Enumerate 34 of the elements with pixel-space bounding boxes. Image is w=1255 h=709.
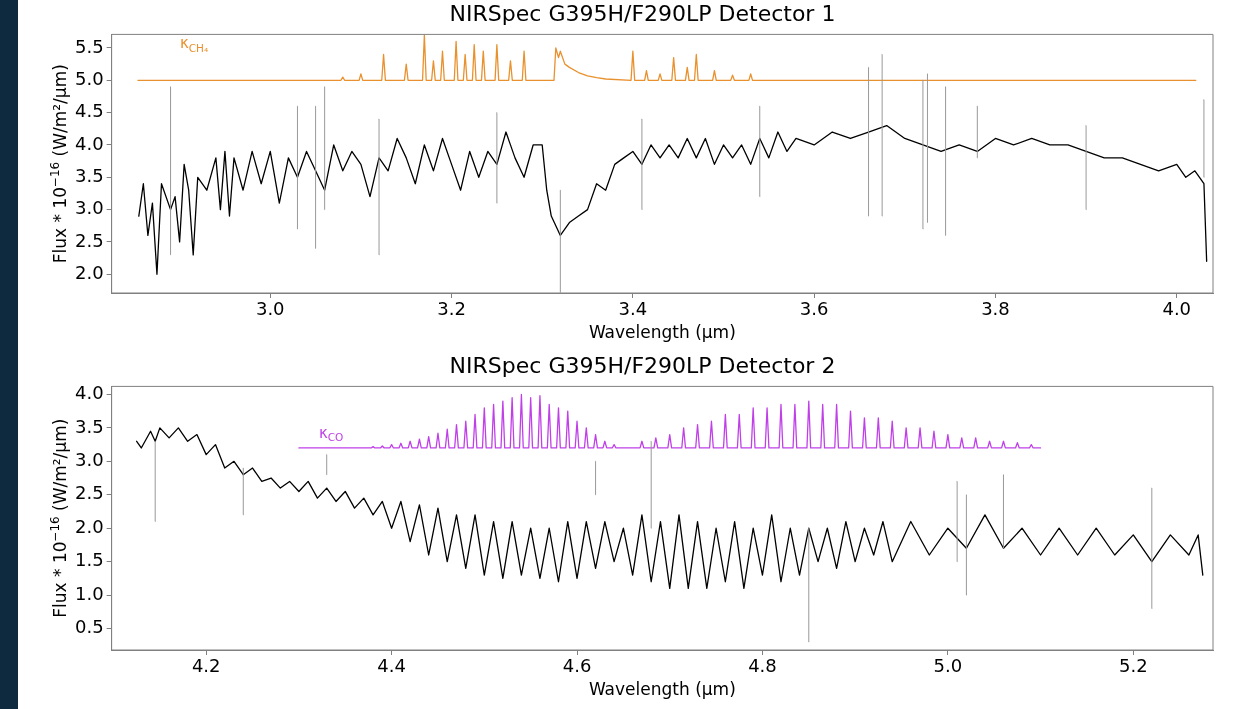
y-tick-label: 1.0 bbox=[74, 582, 104, 604]
x-tick-label: 3.8 bbox=[981, 298, 1010, 320]
y-tick-label: 0.5 bbox=[74, 616, 104, 638]
y-axis-title: Flux * 10−16 (W/m²/μm) bbox=[48, 64, 71, 264]
y-tick-label: 3.5 bbox=[74, 415, 104, 437]
x-tick-label: 4.6 bbox=[562, 655, 592, 677]
y-tick-label: 4.0 bbox=[74, 132, 104, 154]
x-tick-label: 4.0 bbox=[1162, 298, 1192, 320]
chart-title: NIRSpec G395H/F290LP Detector 1 bbox=[449, 0, 836, 26]
y-tick-label: 1.5 bbox=[74, 549, 104, 571]
y-tick-label: 2.5 bbox=[74, 482, 104, 504]
x-tick-label: 4.4 bbox=[377, 655, 406, 677]
x-tick-label: 3.6 bbox=[799, 298, 829, 320]
x-tick-label: 4.8 bbox=[748, 655, 777, 677]
x-axis-title: Wavelength (μm) bbox=[588, 679, 736, 700]
y-tick-label: 5.0 bbox=[74, 67, 104, 89]
x-tick-label: 5.0 bbox=[933, 655, 963, 677]
y-tick-label: 4.0 bbox=[74, 382, 104, 404]
x-axis-title: Wavelength (μm) bbox=[588, 322, 736, 343]
x-tick-label: 3.4 bbox=[618, 298, 648, 320]
y-tick-label: 3.0 bbox=[74, 197, 104, 219]
y-tick-label: 2.5 bbox=[74, 229, 104, 251]
y-tick-label: 2.0 bbox=[74, 515, 104, 537]
x-tick-label: 4.2 bbox=[191, 655, 221, 677]
y-tick-label: 3.0 bbox=[74, 449, 104, 470]
y-tick-label: 5.5 bbox=[74, 35, 104, 57]
x-tick-label: 3.2 bbox=[437, 298, 466, 320]
y-tick-label: 4.5 bbox=[74, 100, 104, 122]
y-tick-label: 2.0 bbox=[74, 261, 104, 283]
x-tick-label: 5.2 bbox=[1118, 655, 1148, 677]
y-axis-title: Flux * 10−16 (W/m²/μm) bbox=[48, 418, 71, 618]
chart-title: NIRSpec G395H/F290LP Detector 2 bbox=[449, 352, 836, 378]
y-tick-label: 3.5 bbox=[74, 164, 104, 186]
x-tick-label: 3.0 bbox=[255, 298, 285, 320]
